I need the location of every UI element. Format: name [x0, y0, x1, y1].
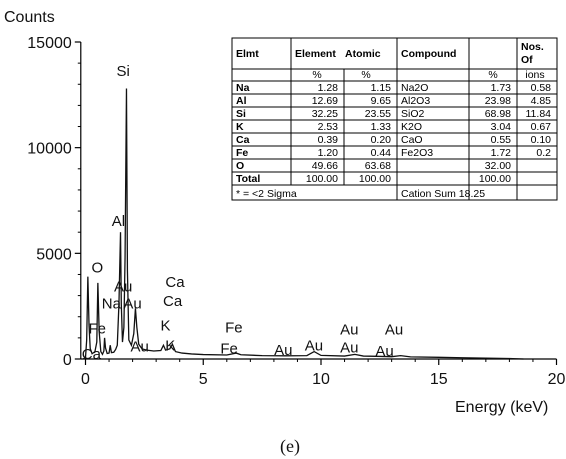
peak-label: Fe: [89, 321, 107, 338]
y-tick-label: 15000: [27, 35, 72, 52]
x-tick-label: 20: [548, 371, 566, 388]
table-cell: 23.55: [365, 108, 391, 120]
table-cell: 0.20: [371, 134, 392, 146]
table-cell: 1.20: [318, 147, 339, 159]
table-cell: 2.53: [318, 121, 339, 133]
table-cell: 23.98: [485, 95, 511, 107]
x-tick-label: 10: [312, 371, 330, 388]
peak-label: Na: [102, 295, 122, 312]
table-cell: Fe: [236, 147, 248, 159]
table-cell: Na: [236, 82, 250, 94]
peak-label: Ca: [163, 293, 183, 310]
table-cell: 68.98: [485, 108, 511, 120]
spectrum-line: [82, 88, 524, 360]
table-cell: 11.84: [526, 108, 552, 120]
table-cell: 4.85: [531, 95, 552, 107]
table-cell: Elmt: [236, 48, 259, 60]
table-cell: %: [488, 69, 497, 81]
table-cell: K2O: [401, 121, 422, 133]
table-cell: Element: [295, 48, 336, 60]
table-cell: 1.28: [318, 82, 339, 94]
table-cell: SiO2: [401, 108, 425, 120]
table-cell: ions: [525, 69, 544, 81]
x-tick-label: 15: [430, 371, 448, 388]
peak-label: Fe: [220, 341, 238, 358]
x-axis: 0 5 10 15 20: [80, 358, 566, 388]
y-axis-title: Counts: [4, 9, 55, 26]
table-cell: 0.58: [531, 82, 552, 94]
table-cell: 49.66: [312, 160, 338, 172]
table-cell: 0.2: [536, 147, 551, 159]
peak-label: Au: [385, 322, 403, 339]
peak-label: K: [165, 338, 175, 355]
table-cell: Compound: [401, 48, 456, 60]
table-cell: Nos. Of: [521, 41, 544, 66]
peak-label: Au: [274, 342, 292, 359]
y-tick-label: 10000: [27, 141, 72, 158]
peak-label: Si: [117, 63, 130, 80]
table-cell: Fe2O3: [401, 147, 433, 159]
table-cell: Al: [236, 95, 247, 107]
x-tick-label: 0: [81, 371, 90, 388]
table-cell: 32.00: [485, 160, 511, 172]
table-cell: Si: [236, 108, 246, 120]
table-cell: 0.55: [491, 134, 512, 146]
table-cell: 12.69: [312, 95, 338, 107]
table-cell: O: [236, 160, 244, 172]
table-cell: K: [236, 121, 244, 133]
table-cell: 100.00: [306, 173, 338, 185]
peak-label: Au: [340, 340, 358, 357]
table-cell: Cation Sum 18.25: [401, 188, 485, 200]
x-tick-label: 5: [199, 371, 208, 388]
table-cell: Atomic: [345, 48, 381, 60]
table-cell: 1.73: [491, 82, 512, 94]
table-cell: 100.00: [479, 173, 511, 185]
table-cell: Ca: [236, 134, 250, 146]
table-frame: [231, 37, 558, 201]
table-cell: 32.25: [312, 108, 338, 120]
y-axis: 0 5000 10000 15000: [27, 35, 82, 369]
table-cell: 3.04: [491, 121, 512, 133]
peak-label: K: [161, 317, 171, 334]
table-cell: %: [312, 69, 321, 81]
composition-table: Elmt Element Atomic Compound Nos. Of%%% ions Na…: [231, 37, 558, 201]
peak-label: Ca: [82, 346, 102, 363]
table-cell: %: [361, 69, 370, 81]
peak-label: Au: [305, 338, 323, 355]
table-cell: 0.39: [318, 134, 339, 146]
peak-label: Al: [112, 213, 125, 230]
table-cell: 63.68: [365, 160, 391, 172]
table-cell: 1.33: [371, 121, 392, 133]
table-cell: 0.10: [531, 134, 552, 146]
table-cell: CaO: [401, 134, 423, 146]
peak-label: Au: [340, 322, 358, 339]
y-tick-label: 0: [63, 352, 72, 369]
peak-label: Au: [114, 278, 132, 295]
peak-label: O: [91, 259, 103, 276]
table-cell: 100.00: [359, 173, 391, 185]
table-cell: Total: [236, 173, 260, 185]
table-cell: 9.65: [371, 95, 392, 107]
table-cell: Al2O3: [401, 95, 430, 107]
figure-caption: (e): [280, 436, 300, 457]
peak-label: Au: [375, 343, 393, 360]
table-cell: 1.72: [491, 147, 512, 159]
table-cell: 1.15: [371, 82, 392, 94]
table-cell: * = <2 Sigma: [236, 188, 297, 200]
peak-label: Au: [130, 339, 148, 356]
table-cell: Na2O: [401, 82, 428, 94]
peak-label: Ca: [165, 274, 185, 291]
x-axis-title: Energy (keV): [455, 399, 548, 416]
table-cell: 0.44: [371, 147, 392, 159]
peak-label: Fe: [225, 320, 243, 337]
table-cell: 0.67: [531, 121, 552, 133]
peak-label: Au: [123, 295, 141, 312]
y-tick-label: 5000: [36, 246, 72, 263]
